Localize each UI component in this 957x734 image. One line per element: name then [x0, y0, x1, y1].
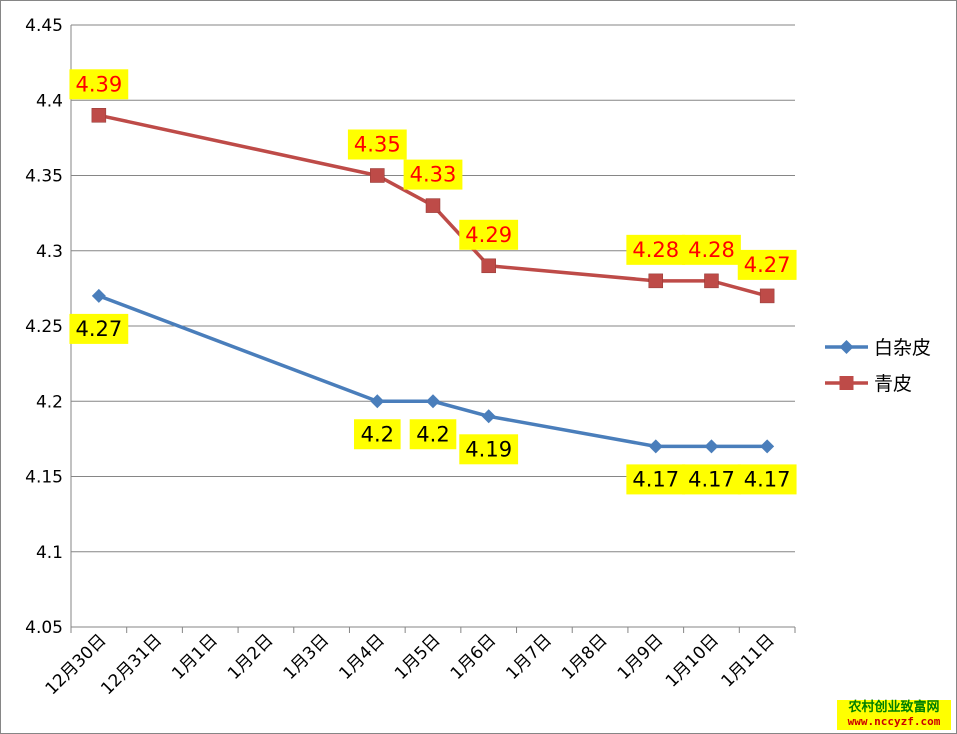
data-label-bg [682, 464, 741, 495]
data-label-bg [403, 159, 463, 190]
data-point-square [704, 273, 719, 289]
data-label-bg [459, 219, 519, 250]
data-point-square [425, 198, 441, 213]
watermark-name: 农村创业致富网 [848, 700, 940, 715]
data-label: 4.19 [465, 437, 512, 461]
data-label-bg [682, 234, 741, 265]
data-point-diamond [481, 409, 496, 424]
data-label: 4.33 [410, 163, 457, 187]
y-tick-label: 4.1 [36, 543, 63, 563]
y-tick-label: 4.15 [25, 468, 63, 488]
data-label: 4.29 [465, 223, 512, 247]
data-point-diamond [760, 439, 775, 454]
y-tick-label: 4.35 [25, 167, 63, 187]
legend-label: 青皮 [874, 373, 912, 395]
legend-marker-diamond [839, 340, 854, 354]
data-labels: 4.27 4.2 4.2 4.19 4.17 4.17 4.17 4.39 4.35 4.33 4.… [69, 69, 797, 495]
data-label: 4.17 [632, 467, 679, 491]
data-label: 4.27 [744, 253, 791, 277]
data-label: 4.35 [354, 133, 401, 157]
data-label: 4.2 [416, 422, 449, 446]
data-label-bg [459, 434, 519, 465]
data-point-square [759, 288, 775, 304]
data-label-bg [69, 69, 129, 100]
data-point-square [648, 273, 664, 289]
data-label-bg [354, 419, 401, 450]
legend-marker-square [839, 376, 854, 390]
y-tick-label: 4.3 [36, 242, 63, 262]
data-label: 4.28 [688, 238, 735, 262]
data-label: 4.17 [744, 467, 791, 491]
data-point-square [370, 168, 385, 183]
data-point-diamond [91, 288, 106, 303]
data-point-diamond [426, 394, 440, 409]
y-tick-label: 4.4 [36, 91, 63, 111]
y-tick-label: 4.2 [36, 392, 63, 412]
grid-lines [71, 24, 795, 628]
data-label-bg [626, 234, 686, 265]
data-label-bg [626, 464, 686, 495]
y-tick-label: 4.25 [25, 317, 63, 337]
data-label: 4.17 [688, 467, 735, 491]
data-label: 4.39 [75, 72, 122, 96]
data-point-square [91, 108, 107, 123]
series-layer [91, 108, 775, 454]
data-label: 4.27 [75, 317, 122, 341]
data-label: 4.28 [632, 238, 679, 262]
data-label-bg [737, 464, 797, 495]
y-tick-label: 4.45 [25, 16, 63, 36]
data-point-diamond [704, 439, 719, 454]
data-point-diamond [370, 394, 385, 409]
data-point-square [481, 258, 496, 274]
data-point-diamond [648, 439, 663, 454]
data-label-bg [347, 129, 407, 160]
watermark-url: www.nccyzf.com [847, 715, 941, 728]
data-label: 4.2 [361, 422, 394, 446]
data-label-bg [69, 313, 129, 344]
data-label-bg [737, 249, 797, 280]
legend-label: 白杂皮 [874, 337, 931, 359]
watermark-logo: 农村创业致富网 www.nccyzf.com [837, 700, 951, 730]
y-tick-label: 4.05 [25, 618, 63, 638]
data-label-bg [409, 419, 457, 450]
